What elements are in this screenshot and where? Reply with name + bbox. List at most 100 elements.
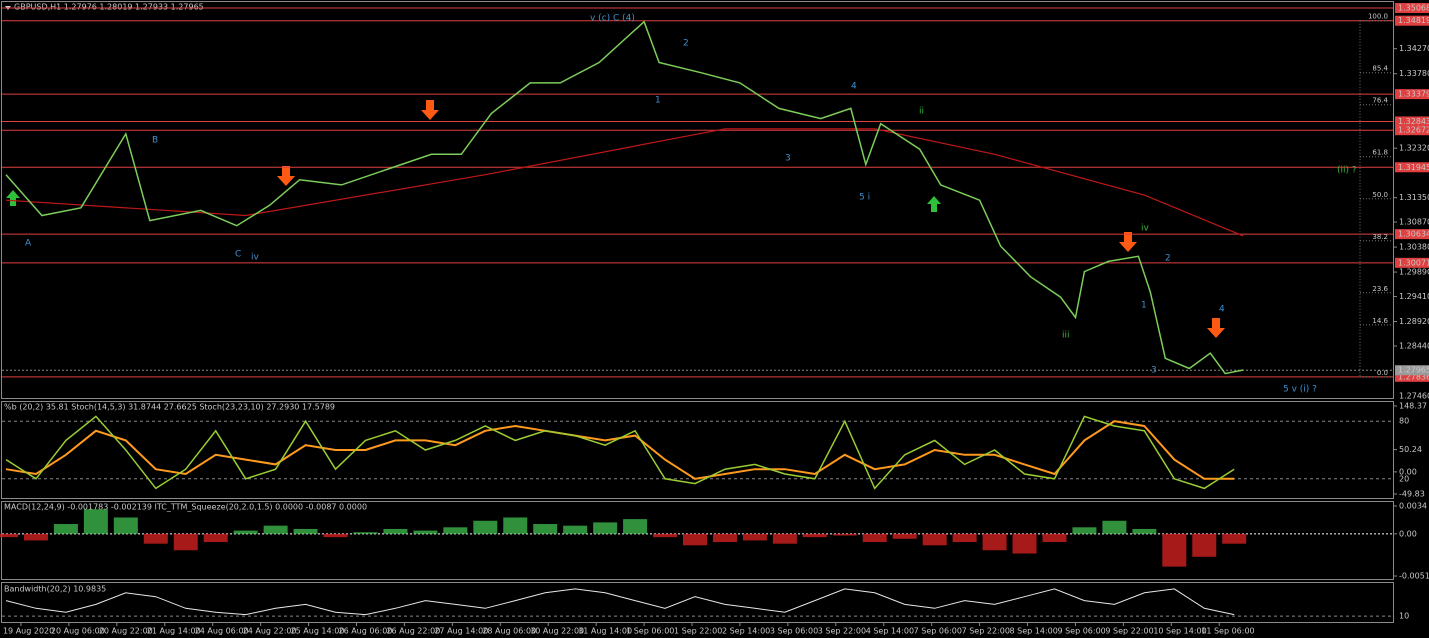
fib-label: 85.4 <box>1372 65 1388 73</box>
wave-label: B <box>152 136 158 146</box>
arrow <box>1207 318 1225 338</box>
stoch-fast <box>5 415 1235 490</box>
macd-bar <box>1192 533 1217 557</box>
x-tick-label: 24 Aug 06:00 <box>195 627 249 636</box>
x-tick-label: 26 Aug 06:00 <box>338 627 392 636</box>
bw-frame <box>1 582 1394 623</box>
macd-tick-label: -0.005142 <box>1399 572 1429 581</box>
fib-label: 14.6 <box>1372 317 1388 325</box>
x-tick-label: 25 Aug 14:00 <box>291 627 345 636</box>
x-tick-label: 1 Sep 06:00 <box>626 627 674 636</box>
macd-bar <box>742 533 767 541</box>
macd-bar <box>233 530 258 534</box>
level-tag <box>1395 162 1429 173</box>
level-label: 1.30071 <box>1398 258 1429 267</box>
level-tag <box>1395 15 1429 26</box>
arrow <box>421 100 439 120</box>
level-tag <box>1395 257 1429 268</box>
macd-bar <box>533 524 558 534</box>
macd-bar <box>323 533 348 538</box>
y-tick-label: 1.33780 <box>1399 69 1429 78</box>
wave-label: 1 <box>655 96 661 106</box>
macd-bar <box>862 533 887 543</box>
fib-label: 100.0 <box>1368 13 1388 21</box>
macd-bar <box>712 533 737 543</box>
x-tick-label: 28 Aug 06:00 <box>482 627 536 636</box>
wave-label: 2 <box>1165 254 1171 264</box>
macd-frame <box>1 501 1394 580</box>
level-label: 1.32843 <box>1398 117 1429 126</box>
current-tag <box>1395 365 1429 376</box>
fib-label: 38.2 <box>1372 233 1388 241</box>
y-tick-label: 1.29410 <box>1399 292 1429 301</box>
wave-label: 3 <box>785 154 791 164</box>
level-label: 1.27836 <box>1398 372 1429 381</box>
macd-bar <box>593 522 618 534</box>
wave-label: iv <box>1141 224 1150 234</box>
arrows-up <box>6 190 941 212</box>
macd-bar <box>832 533 857 536</box>
osc-tick-label: 148.37 <box>1399 402 1427 411</box>
macd-bar <box>443 527 468 534</box>
arrow <box>6 190 20 206</box>
macd-bar <box>772 533 797 544</box>
y-tick-label: 1.30870 <box>1399 218 1429 227</box>
macd-bar <box>1222 533 1247 544</box>
arrow <box>1119 232 1137 252</box>
level-label: 1.35068 <box>1398 4 1429 13</box>
x-tick-label: 9 Sep 22:00 <box>1105 627 1153 636</box>
arrows <box>277 100 1225 338</box>
x-tick-label: 2 Sep 14:00 <box>722 627 770 636</box>
y-tick-label: 1.31350 <box>1399 193 1429 202</box>
macd-bar <box>1042 533 1067 543</box>
macd-bar <box>1132 528 1157 534</box>
current-label: 1.27965 <box>1398 366 1429 375</box>
fib-label: 23.6 <box>1372 285 1388 293</box>
wave-label: iii <box>1062 331 1070 341</box>
bw-line <box>5 588 1235 616</box>
arrow <box>927 196 941 212</box>
x-tick-label: 7 Sep 06:00 <box>914 627 962 636</box>
stoch-tick-label: 80 <box>1399 417 1409 426</box>
macd-bar <box>473 520 498 534</box>
x-tick-label: 20 Aug 22:00 <box>99 627 153 636</box>
macd-bar <box>263 525 288 534</box>
y-tick-label: 1.28920 <box>1399 317 1429 326</box>
x-tick-label: 31 Aug 14:00 <box>578 627 632 636</box>
fib-label: 0.0 <box>1377 369 1388 377</box>
macd-bar <box>1162 533 1187 567</box>
level-tag <box>1395 229 1429 240</box>
level-tag <box>1395 116 1429 127</box>
osc-title: %b (20,2) 35.81 Stoch(14,5,3) 31.8744 27… <box>4 403 335 412</box>
macd-bar <box>203 533 228 543</box>
macd-tick-label: 0.00 <box>1399 529 1417 538</box>
macd-bar <box>173 533 198 551</box>
level-label: 1.33379 <box>1398 90 1429 99</box>
level-label: 1.32672 <box>1398 126 1429 135</box>
wave-label: 5 v (i) ? <box>1283 385 1317 395</box>
fib-label: 76.4 <box>1372 97 1388 105</box>
macd-bar <box>653 533 678 538</box>
wave-label: 1 <box>1141 301 1147 311</box>
macd-bar <box>683 533 708 546</box>
wave-label: 4 <box>851 82 857 92</box>
x-tick-label: 24 Aug 22:00 <box>243 627 297 636</box>
macd-bar <box>802 533 827 538</box>
wave-label: 4 <box>1219 305 1225 315</box>
wave-label: A <box>25 239 32 249</box>
level-tag <box>1395 3 1429 13</box>
x-tick-label: 3 Sep 22:00 <box>818 627 866 636</box>
macd-bar <box>383 528 408 534</box>
macd-bar <box>353 532 378 534</box>
x-tick-label: 3 Sep 06:00 <box>770 627 818 636</box>
bw-title: Bandwidth(20,2) 10.9835 <box>4 585 106 594</box>
macd-bar <box>113 517 138 534</box>
osc-tick-label: -49.83 <box>1399 490 1425 499</box>
wave-label: iv <box>251 253 260 263</box>
x-tick-label: 19 Aug 2020 <box>3 627 54 636</box>
macd-title: MACD(12,24,9) -0.001783 -0.002139 ITC_TT… <box>4 503 367 512</box>
macd-bar <box>23 533 48 541</box>
arrow <box>277 166 295 186</box>
macd-bar <box>623 519 648 534</box>
